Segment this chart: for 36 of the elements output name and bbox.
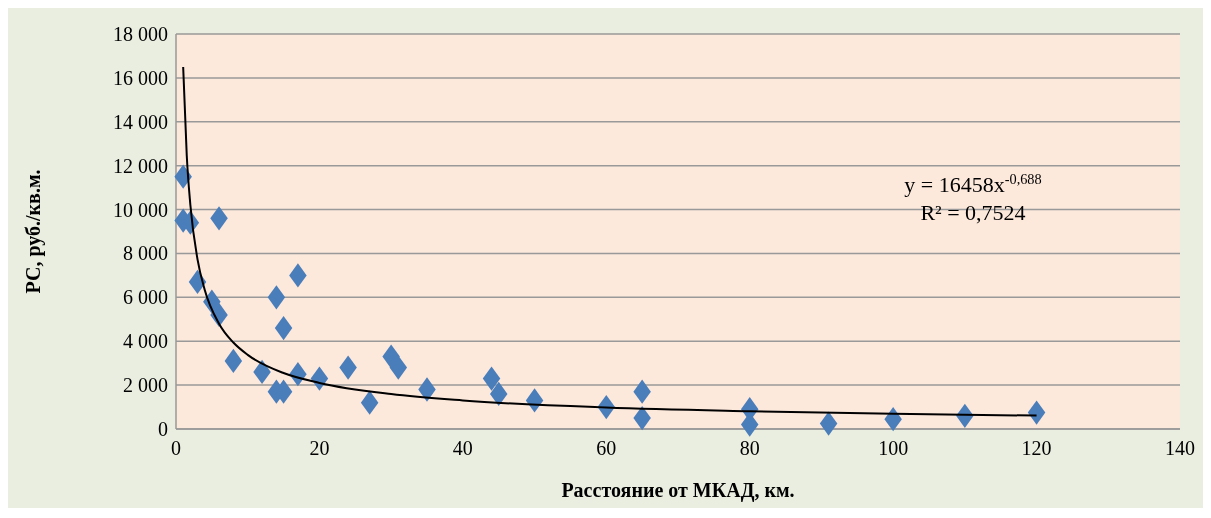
point — [389, 355, 408, 380]
y-tick-label: 4 000 — [123, 330, 168, 353]
point — [360, 390, 379, 415]
x-tick-label: 40 — [452, 437, 473, 459]
y-tick-label: 18 000 — [113, 23, 168, 45]
x-axis-title: Расстояние от МКАД, км. — [561, 479, 795, 502]
point — [1027, 400, 1046, 425]
point — [339, 355, 357, 380]
point — [633, 379, 651, 404]
x-tick-label: 20 — [309, 437, 330, 459]
y-tick-label: 6 000 — [123, 286, 168, 309]
point — [819, 411, 838, 436]
annotation: y = 16458x$^{-0,688}$ — [904, 171, 1042, 197]
x-tick-label: 80 — [739, 437, 760, 459]
point — [174, 164, 192, 189]
point — [267, 285, 286, 310]
point — [224, 348, 243, 374]
point — [482, 366, 501, 391]
point — [489, 381, 508, 407]
x-tick-label: 140 — [1165, 437, 1195, 459]
y-tick-label: 8 000 — [123, 242, 168, 265]
annotation: R² = 0,7524 — [920, 200, 1026, 225]
y-tick-label: 16 000 — [113, 66, 168, 89]
point — [274, 315, 293, 341]
x-tick-label: 60 — [596, 437, 617, 459]
y-tick-label: 2 000 — [123, 374, 168, 397]
y-tick-label: 12 000 — [113, 154, 168, 177]
y-axis-title: РС, руб./кв.м. — [22, 169, 45, 294]
y-tick-label: 0 — [158, 418, 168, 440]
point — [418, 377, 436, 402]
y-tick-label: 14 000 — [113, 110, 168, 133]
x-tick-label: 120 — [1021, 437, 1052, 459]
x-tick-label: 100 — [878, 437, 909, 459]
point — [289, 263, 307, 288]
point — [210, 206, 228, 231]
y-tick-label: 10 000 — [113, 198, 168, 221]
